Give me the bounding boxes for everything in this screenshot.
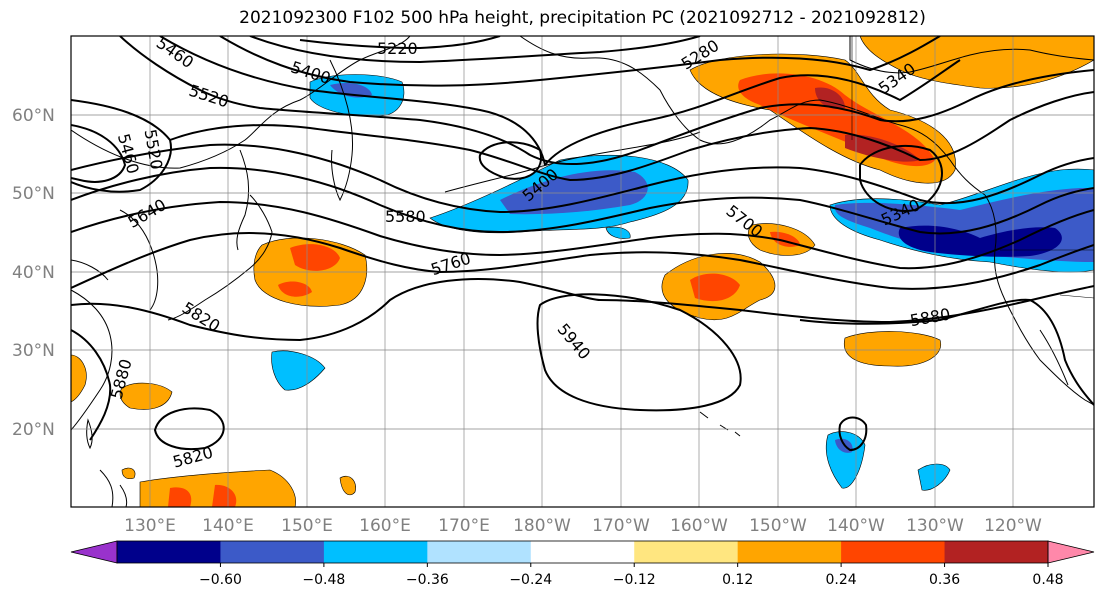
height-contours — [71, 36, 1094, 452]
colorbar-extend-high — [1047, 540, 1095, 564]
colorbar-box — [427, 541, 532, 563]
colorbar-box — [323, 541, 428, 563]
precip-pos-japan-inner — [278, 244, 340, 297]
lon-label-150e: 150°E — [281, 516, 333, 536]
colorbar-tick-label: −0.36 — [406, 572, 449, 588]
map-title: 2021092300 F102 500 hPa height, precipit… — [239, 8, 926, 28]
coast-korea — [71, 209, 159, 311]
lat-label-40n: 40°N — [12, 263, 55, 283]
lon-label-140e: 140°E — [202, 516, 254, 536]
lon-label-170w: 170°W — [592, 516, 650, 536]
colorbar-ticks: −0.60 −0.48 −0.36 −0.24 −0.12 0.12 0.24 0.36 0.4… — [199, 563, 1064, 588]
precip-pos-small-2 — [121, 467, 136, 480]
colorbar: −0.60 −0.48 −0.36 −0.24 −0.12 0.12 0.24 0.36 0.4… — [70, 540, 1095, 588]
map-background — [71, 36, 1094, 507]
contour-5340 — [219, 36, 941, 87]
coast-kamchatka — [329, 59, 354, 202]
coast-sakhalin — [236, 149, 250, 251]
contour-5820 — [71, 278, 1094, 342]
colorbar-frame — [116, 540, 1049, 564]
coast-alaska — [519, 36, 986, 196]
contour-5700 — [71, 200, 1094, 270]
contour-5880-e — [838, 416, 868, 452]
contour-5880 — [71, 298, 1094, 441]
coast-china — [71, 289, 113, 431]
lon-label-140w: 140°W — [827, 516, 885, 536]
lon-label-150w: 150°W — [749, 516, 807, 536]
colorbar-tick-label: 0.48 — [1032, 572, 1063, 588]
colorbar-tick-label: 0.12 — [722, 572, 753, 588]
colorbar-tick-label: −0.48 — [302, 572, 345, 588]
precip-pos-west — [71, 354, 87, 403]
contour-5940 — [536, 293, 742, 412]
lon-label-170e: 170°E — [438, 516, 490, 536]
lat-label-30n: 30°N — [12, 341, 55, 361]
coast-japan — [167, 194, 273, 321]
contour-5520 — [71, 91, 1094, 193]
border-us-mexico — [1059, 294, 1094, 299]
precip-pos-scs-inner — [168, 484, 237, 507]
colorbar-box — [634, 541, 739, 563]
contour-5580 — [71, 143, 1094, 214]
map-frame — [70, 35, 1095, 508]
colorbar-box — [220, 541, 325, 563]
precip-pos-bering-core — [815, 87, 920, 162]
colorbar-tick-label: 0.24 — [826, 572, 857, 588]
colorbar-box — [944, 541, 1049, 563]
lon-label-130e: 130°E — [124, 516, 176, 536]
lat-label-60n: 60°N — [12, 106, 55, 126]
lat-label-50n: 50°N — [12, 184, 55, 204]
colorbar-extend-low — [70, 540, 118, 564]
lon-label-180w: 180°W — [513, 516, 571, 536]
colorbar-box — [117, 541, 221, 563]
gridlines — [71, 36, 1094, 507]
contour-5280 — [249, 36, 701, 64]
contour-label-5580: 5580 — [385, 207, 426, 226]
precip-pos-subtrop — [843, 331, 942, 367]
contour-5340-b — [859, 144, 943, 212]
contour-5760 — [71, 232, 1094, 290]
colorbar-tick-label: −0.60 — [199, 572, 242, 588]
colorbar-box — [530, 541, 635, 563]
contour-5400 — [159, 36, 961, 166]
coast-arctic — [849, 36, 1094, 74]
lon-label-130w: 130°W — [906, 516, 964, 536]
colorbar-tick-label: −0.12 — [613, 572, 656, 588]
colorbar-box — [841, 541, 946, 563]
colorbar-tick-label: 0.36 — [929, 572, 960, 588]
colorbar-tick-label: −0.24 — [509, 572, 552, 588]
precip-neg-mid-small — [605, 226, 631, 239]
lon-labels: 130°E 140°E 150°E 160°E 170°E 180°W 170°… — [124, 516, 1042, 536]
precip-neg-east-small — [917, 463, 951, 491]
colorbar-box — [737, 541, 842, 563]
coast-nw-america — [984, 194, 1094, 406]
colorbar-boxes — [117, 541, 1049, 563]
contour-label-5220: 5220 — [377, 39, 418, 58]
contour-5220 — [299, 36, 501, 50]
precip-pos-small-1 — [339, 475, 356, 496]
contour-5640 — [71, 166, 1094, 235]
precip-pos-phil — [119, 382, 173, 410]
precip-neg-okhotsk-inner — [330, 83, 372, 98]
coast-baja — [1039, 329, 1069, 386]
lon-label-160w: 160°W — [670, 516, 728, 536]
contour-5460 — [119, 36, 1094, 165]
precip-neg-pacific-inner — [500, 170, 648, 215]
lon-label-160e: 160°E — [359, 516, 411, 536]
lat-labels: 60°N 50°N 40°N 30°N 20°N — [12, 106, 55, 440]
lon-label-120w: 120°W — [984, 516, 1042, 536]
contour-5820-s — [153, 407, 225, 450]
contour-5460-w — [71, 124, 127, 183]
lat-label-20n: 20°N — [12, 420, 55, 440]
precip-pos-hawaii-n-inner — [690, 273, 740, 302]
coast-phil — [99, 469, 128, 507]
